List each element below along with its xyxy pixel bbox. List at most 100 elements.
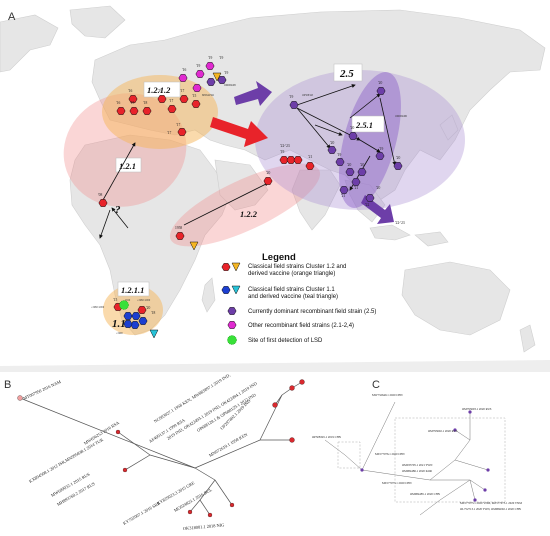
orange-triangle-marker [212, 72, 222, 82]
strain-marker-purple [365, 193, 375, 203]
strain-marker-red [142, 106, 152, 116]
strain-marker-magenta [205, 61, 215, 71]
year-label: '22 [365, 203, 369, 207]
strain-marker-red [179, 94, 189, 104]
legend-item-purple [227, 306, 237, 316]
tree-tip [468, 410, 472, 414]
legend-item-magenta [227, 320, 237, 330]
year-label: '20 [376, 186, 380, 190]
zoom-box [337, 441, 361, 469]
cluster-label-1-2-1: 1.2.1 [119, 161, 136, 171]
tree-tip [272, 402, 278, 408]
strain-marker-red [116, 106, 126, 116]
year-label: '20 [347, 163, 351, 167]
cluster-regions [63, 70, 465, 335]
strain-marker-red [177, 127, 187, 137]
year-label: ≤1980~2000 [91, 306, 105, 309]
year-label: '08 [98, 193, 102, 197]
region-1-2-2 [169, 163, 321, 247]
year-label: '16 [116, 101, 120, 105]
region-1-2-1-2 [102, 75, 218, 149]
year-label: '17 [180, 89, 184, 93]
purple-spread-arrow-2 [361, 195, 394, 224]
tree-panel-b: B [4, 372, 305, 531]
region-2-5-1 [339, 72, 401, 208]
accession-label: OM984486 [395, 115, 408, 118]
cluster-label-question: ? [115, 204, 121, 216]
strain-marker-red [98, 198, 108, 208]
strain-marker-red [167, 104, 177, 114]
year-label: '21 [354, 186, 358, 190]
tree-tip [17, 395, 23, 401]
year-label: '22-'23 [395, 221, 405, 225]
tree-label: OM033705.1 2021 TWN [402, 463, 433, 467]
tree-tip [289, 437, 295, 443]
year-label: '22-'23 [280, 144, 290, 148]
vaccine-markers [149, 72, 222, 339]
strain-marker-purple [348, 131, 358, 141]
year-label: '19 [224, 71, 228, 75]
land-masses [0, 5, 550, 372]
cluster-label-1-2-1-2: 1.2.1.2 [147, 85, 171, 95]
year-label: '20 [360, 163, 364, 167]
strain-marker-purple [335, 157, 345, 167]
tree-label: OP508345.1 2019 CHN [312, 435, 342, 439]
first-detection-star [119, 300, 129, 310]
legend-title: Legend [262, 252, 296, 263]
tree-tip [483, 488, 487, 492]
tree-tip [360, 468, 364, 472]
strain-marker-red [157, 94, 167, 104]
year-label: '19 [337, 153, 341, 157]
legend-text-3: Currently dominant recombinant field str… [248, 309, 376, 315]
strain-marker-purple [375, 151, 385, 161]
panel-label-c: C [372, 379, 380, 391]
year-label: '16 [128, 89, 132, 93]
tree-label: OM984485.1 2020 CHN [410, 492, 441, 496]
tree-label: MZ577076.1 2020 CHN [375, 452, 405, 456]
tree-label: OM984486.1 2020 KOR [402, 469, 432, 473]
legend-text-1: Classical field strains Cluster 1.2 and … [248, 264, 348, 277]
tree-label: OK318001.1 2018 NIG [183, 522, 226, 531]
tree-tip [299, 379, 305, 385]
legend-item-green [227, 335, 237, 345]
cluster-label-1-2-2: 1.2.2 [240, 209, 258, 219]
tree-label: MZ577075.1 2020 VNM, MZ577073.1 2020 VNM [460, 501, 522, 506]
strain-marker-blue [123, 319, 133, 329]
year-label: ≤1990 [116, 332, 123, 335]
strain-marker-red [137, 305, 147, 315]
tree-tip [473, 498, 477, 502]
spread-arrows [99, 84, 397, 239]
tree-c-labels: MW732649.1 2020 CHN OP508345.1 2019 CHN … [312, 393, 522, 512]
accession-label: OM984485 [224, 84, 237, 87]
tree-tip [207, 512, 213, 518]
tree-tip [115, 429, 121, 435]
year-label: ≤1980~2000 [137, 299, 151, 302]
year-label: '15 [130, 101, 134, 105]
year-label: 1958 [175, 226, 182, 230]
panel-label-a: A [8, 11, 16, 23]
panel-label-b: B [4, 379, 11, 391]
year-label: '20 [330, 141, 334, 145]
tree-tip [122, 467, 128, 473]
legend: Legend Classical field strains Cluster 1… [221, 252, 376, 345]
year-label: '18 [143, 101, 147, 105]
tree-b-labels: MT007950 2016 NAM MW656253 2016 RSA AF40… [22, 372, 258, 531]
teal-triangle-marker [149, 329, 159, 339]
strain-marker-blue [138, 316, 148, 326]
tree-label: MH893760.2 2017 RUS [56, 481, 96, 507]
accession-label: OP508345 [302, 94, 314, 97]
legend-text-2: Classical field strains Cluster 1.1 and … [248, 287, 338, 300]
strain-marker-purple [351, 177, 361, 187]
strain-marker-magenta [192, 83, 202, 93]
tree-panel-c: C MW7 [312, 379, 522, 516]
tree-label: OM793603.1 2020 RUS [462, 407, 492, 411]
cluster-label-2-5: 2.5 [339, 68, 354, 80]
red-spread-arrow [210, 117, 268, 147]
tree-b-branches [19, 381, 303, 516]
year-label: '20 [266, 171, 270, 175]
year-label: '21 [341, 194, 345, 198]
strain-marker-purple [217, 75, 227, 85]
tree-c-tips [360, 410, 490, 502]
tree-label: MZ577073.1 2020 CHN [382, 481, 412, 485]
legend-item-blue-teal [221, 285, 241, 295]
